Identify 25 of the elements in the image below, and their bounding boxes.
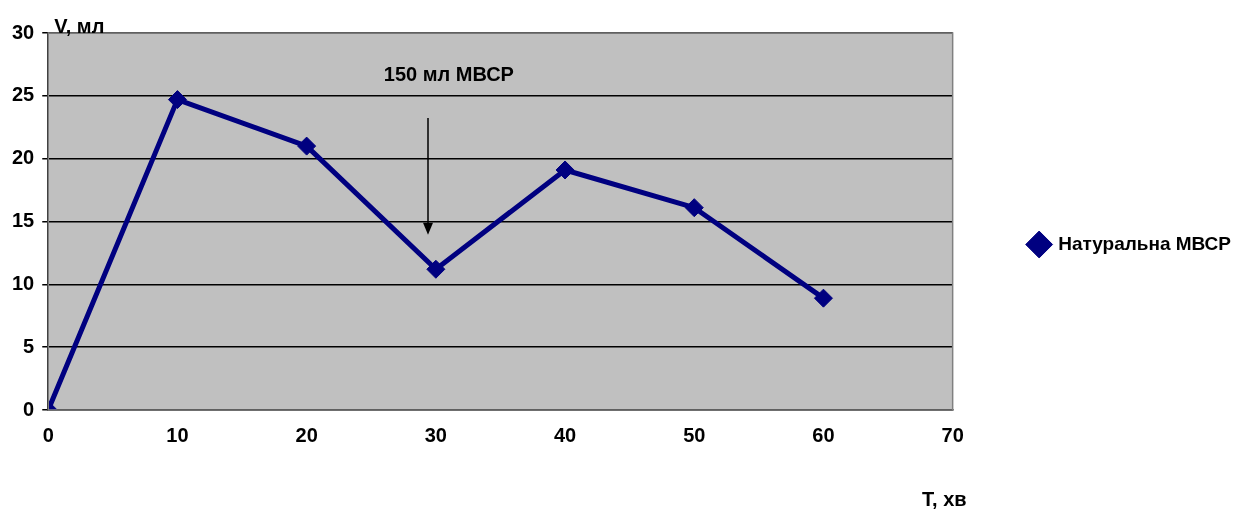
point (813, 288, 833, 308)
point (297, 136, 317, 156)
x-tick-label: 70 (941, 423, 964, 446)
x-tick-label: 60 (812, 423, 835, 446)
point (555, 160, 575, 180)
y-tick-label: 10 (12, 271, 35, 294)
x-tick-label: 50 (683, 423, 706, 446)
legend-label: Натуральна МВСР (1058, 232, 1232, 254)
x-tick-label: 20 (295, 423, 318, 446)
y-tick-label: 5 (23, 334, 35, 357)
x-tick-label: 40 (553, 423, 577, 446)
point (167, 90, 187, 110)
y-tick-label: 30 (12, 20, 35, 43)
x-tick-label: 30 (424, 423, 447, 446)
point (426, 259, 446, 279)
y-tick-label: 0 (23, 397, 35, 420)
x-tick-label: 0 (42, 423, 54, 446)
y-tick-label: 15 (12, 209, 35, 232)
x-axis-title: T, хв (922, 487, 967, 510)
y-tick-label: 25 (12, 83, 35, 106)
x-tick-label: 10 (166, 423, 189, 446)
y-tick-label: 20 (12, 146, 35, 169)
annotation: 150 мл МВСР (383, 63, 514, 86)
y-axis-title: V, мл (54, 14, 105, 37)
point (684, 198, 704, 218)
